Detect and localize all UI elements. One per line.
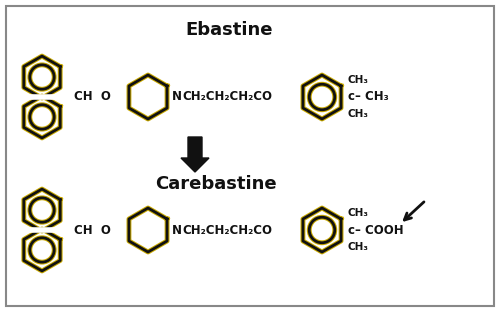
Text: CH₂CH₂CH₂CO: CH₂CH₂CH₂CO [182, 223, 272, 236]
Text: CH₃: CH₃ [348, 208, 369, 218]
Text: CH  O: CH O [74, 90, 111, 104]
FancyBboxPatch shape [6, 6, 494, 306]
Text: CH₃: CH₃ [348, 242, 369, 252]
FancyArrow shape [181, 137, 209, 172]
Text: N: N [172, 223, 182, 236]
Text: Carebastine: Carebastine [155, 175, 276, 193]
Text: Ebastine: Ebastine [185, 21, 272, 39]
Text: c– COOH: c– COOH [348, 223, 404, 236]
Text: CH₃: CH₃ [348, 75, 369, 85]
Text: c– CH₃: c– CH₃ [348, 90, 389, 104]
Text: CH₂CH₂CH₂CO: CH₂CH₂CH₂CO [182, 90, 272, 104]
Text: CH  O: CH O [74, 223, 111, 236]
Text: N: N [172, 90, 182, 104]
Text: CH₃: CH₃ [348, 109, 369, 119]
